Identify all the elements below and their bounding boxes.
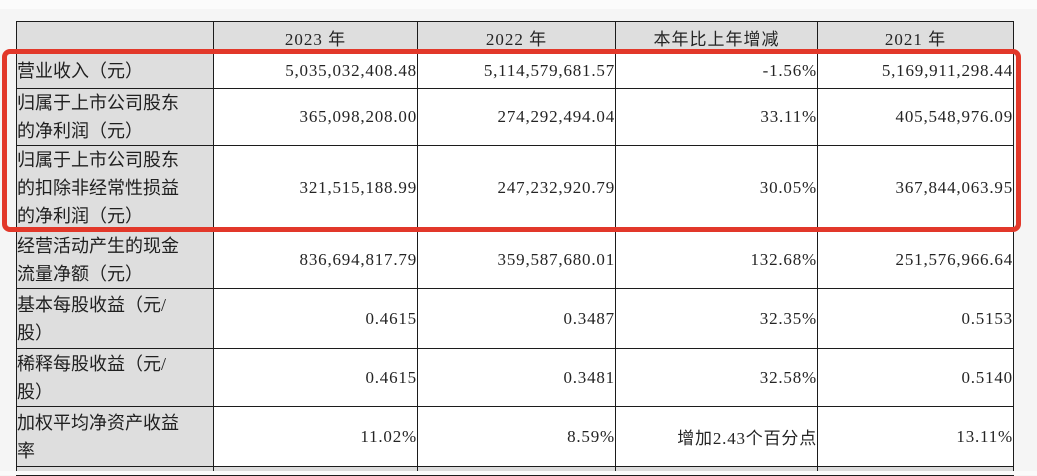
col-header-change: 本年比上年增减	[615, 21, 818, 53]
value-2023: 0.4615	[213, 348, 418, 407]
value-2023: 836,694,817.79	[213, 230, 418, 289]
value-2023: 0.4615	[213, 288, 418, 349]
value-2023: 365,098,208.00	[213, 88, 418, 146]
value-change: 33.11%	[615, 88, 818, 146]
row-label: 归属于上市公司股东 的扣除非经常性损益 的净利润（元）	[16, 145, 214, 231]
value-2021: 405,548,976.09	[817, 88, 1014, 146]
value-2022: 359,587,680.01	[417, 230, 616, 289]
col-header-blank	[16, 21, 214, 53]
value-2022: 0.3487	[417, 288, 616, 349]
col-header-2021: 2021 年	[817, 21, 1014, 53]
financial-summary-table: 2023 年 2022 年 本年比上年增减 2021 年 营业收入（元） 5,0…	[16, 21, 1014, 476]
row-label: 加权平均净资产收益 率	[16, 406, 214, 467]
value-2021: 251,576,966.64	[817, 230, 1014, 289]
value-2021: 367,844,063.95	[817, 145, 1014, 231]
table-row-net-profit: 归属于上市公司股东 的净利润（元） 365,098,208.00 274,292…	[16, 88, 1014, 146]
value-2021: 0.5140	[817, 348, 1014, 407]
row-label: 营业收入（元）	[16, 52, 214, 89]
row-label: 基本每股收益（元/ 股）	[16, 288, 214, 349]
value-2021: 0.5153	[817, 288, 1014, 349]
value-2021: 5,169,911,298.44	[817, 52, 1014, 89]
value-2023: 321,515,188.99	[213, 145, 418, 231]
value-2022: 247,232,920.79	[417, 145, 616, 231]
table-row-net-profit-deducted: 归属于上市公司股东 的扣除非经常性损益 的净利润（元） 321,515,188.…	[16, 145, 1014, 231]
value-2022: 274,292,494.04	[417, 88, 616, 146]
header-row: 2023 年 2022 年 本年比上年增减 2021 年	[16, 21, 1014, 53]
value-2021: 13.11%	[817, 406, 1014, 467]
page-top-margin	[0, 0, 1037, 9]
page-bottom-margin	[0, 471, 1037, 475]
table-row-diluted-eps: 稀释每股收益（元/ 股） 0.4615 0.3481 32.58% 0.5140	[16, 348, 1014, 407]
value-2023: 5,035,032,408.48	[213, 52, 418, 89]
value-2023: 11.02%	[213, 406, 418, 467]
financial-summary-table-wrap: 2023 年 2022 年 本年比上年增减 2021 年 营业收入（元） 5,0…	[16, 21, 1014, 476]
value-change: 增加2.43个百分点	[615, 406, 818, 467]
table-row-weighted-avg-roe: 加权平均净资产收益 率 11.02% 8.59% 增加2.43个百分点 13.1…	[16, 406, 1014, 467]
value-change: 30.05%	[615, 145, 818, 231]
table-row-basic-eps: 基本每股收益（元/ 股） 0.4615 0.3487 32.35% 0.5153	[16, 288, 1014, 349]
value-change: 32.35%	[615, 288, 818, 349]
value-2022: 5,114,579,681.57	[417, 52, 616, 89]
col-header-2023: 2023 年	[213, 21, 418, 53]
table-row-revenue: 营业收入（元） 5,035,032,408.48 5,114,579,681.5…	[16, 52, 1014, 89]
value-change: 32.58%	[615, 348, 818, 407]
value-2022: 0.3481	[417, 348, 616, 407]
row-label: 经营活动产生的现金 流量净额（元）	[16, 230, 214, 289]
row-label: 归属于上市公司股东 的净利润（元）	[16, 88, 214, 146]
value-change: -1.56%	[615, 52, 818, 89]
value-change: 132.68%	[615, 230, 818, 289]
value-2022: 8.59%	[417, 406, 616, 467]
row-label: 稀释每股收益（元/ 股）	[16, 348, 214, 407]
table-row-operating-cash-flow: 经营活动产生的现金 流量净额（元） 836,694,817.79 359,587…	[16, 230, 1014, 289]
col-header-2022: 2022 年	[417, 21, 616, 53]
